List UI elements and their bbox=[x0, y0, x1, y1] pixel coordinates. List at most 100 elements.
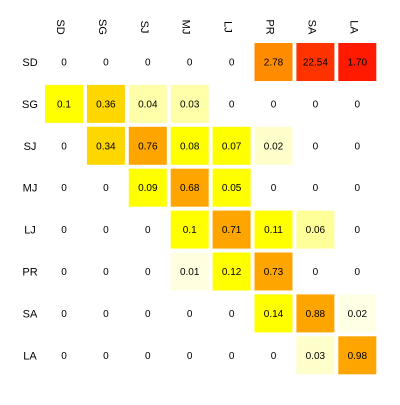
cell-value-SA-SD: 0 bbox=[61, 309, 67, 320]
heatmap-cell-SJ-MJ bbox=[170, 126, 209, 165]
heatmap-cell-SG-MJ bbox=[170, 84, 209, 123]
column-label-PR: PR bbox=[264, 19, 276, 34]
cell-value-SA-PR: 0.14 bbox=[264, 309, 284, 320]
cell-value-SG-SJ: 0.04 bbox=[138, 99, 158, 110]
cell-value-PR-PR: 0.73 bbox=[264, 267, 284, 278]
cell-value-SG-LJ: 0 bbox=[229, 99, 235, 110]
cell-value-PR-SG: 0 bbox=[103, 267, 109, 278]
heatmap-cell-SJ-PR bbox=[254, 126, 293, 165]
cell-value-PR-MJ: 0.01 bbox=[180, 267, 200, 278]
row-label-LJ: LJ bbox=[24, 225, 36, 237]
heatmap-cell-MJ-SJ bbox=[128, 168, 167, 207]
cell-value-SD-SA: 22.54 bbox=[303, 58, 328, 69]
heatmap-cell-LJ-PR bbox=[254, 210, 293, 249]
cells-layer bbox=[45, 43, 377, 375]
cell-value-SD-MJ: 0 bbox=[187, 58, 193, 69]
cell-value-SD-SG: 0 bbox=[103, 58, 109, 69]
cell-value-PR-LJ: 0.12 bbox=[222, 267, 242, 278]
column-label-SD: SD bbox=[54, 19, 66, 34]
cell-value-LA-SJ: 0 bbox=[145, 351, 151, 362]
cell-value-SA-SA: 0.88 bbox=[306, 309, 326, 320]
cell-value-LJ-MJ: 0.1 bbox=[183, 225, 197, 236]
column-labels: SD SG SJ MJ LJ PR SA LA bbox=[54, 19, 359, 35]
cell-value-MJ-SD: 0 bbox=[61, 183, 67, 194]
heatmap-cell-SD-LA bbox=[338, 43, 377, 81]
cell-value-SD-SJ: 0 bbox=[145, 58, 151, 69]
cell-value-LA-PR: 0 bbox=[271, 351, 277, 362]
heatmap-cell-SJ-SJ bbox=[128, 126, 167, 165]
cell-value-SA-MJ: 0 bbox=[187, 309, 193, 320]
cell-value-SJ-SG: 0.34 bbox=[96, 141, 116, 152]
cell-value-LJ-LA: 0 bbox=[355, 225, 361, 236]
column-label-SG: SG bbox=[96, 19, 108, 35]
cell-value-SA-LJ: 0 bbox=[229, 309, 235, 320]
cell-value-SJ-SA: 0 bbox=[313, 141, 319, 152]
cell-value-SG-SG: 0.36 bbox=[96, 99, 116, 110]
cell-value-LA-MJ: 0 bbox=[187, 351, 193, 362]
cell-value-SG-SD: 0.1 bbox=[57, 99, 71, 110]
cell-value-LJ-SG: 0 bbox=[103, 225, 109, 236]
cell-value-LA-SD: 0 bbox=[61, 351, 67, 362]
cell-value-PR-SA: 0 bbox=[313, 267, 319, 278]
cell-value-PR-SD: 0 bbox=[61, 267, 67, 278]
heatmap-cell-PR-MJ bbox=[170, 252, 209, 291]
cell-value-MJ-LJ: 0.05 bbox=[222, 183, 242, 194]
row-labels: SD SG SJ MJ LJ PR SA LA bbox=[22, 57, 38, 362]
cell-value-SG-PR: 0 bbox=[271, 99, 277, 110]
cell-value-LA-LJ: 0 bbox=[229, 351, 235, 362]
heatmap-cell-SJ-LJ bbox=[212, 126, 251, 165]
heatmap-cell-SA-SA bbox=[296, 294, 335, 333]
cell-value-SJ-SJ: 0.76 bbox=[138, 141, 158, 152]
cell-value-SJ-SD: 0 bbox=[61, 141, 67, 152]
cell-value-SJ-MJ: 0.08 bbox=[180, 141, 200, 152]
cell-value-MJ-SG: 0 bbox=[103, 183, 109, 194]
row-label-MJ: MJ bbox=[23, 183, 38, 195]
cell-value-SG-MJ: 0.03 bbox=[180, 99, 200, 110]
column-label-LJ: LJ bbox=[222, 21, 234, 33]
heatmap-cell-SJ-SG bbox=[86, 126, 125, 165]
column-label-LA: LA bbox=[347, 20, 359, 34]
heatmap-cell-LA-SA bbox=[296, 336, 335, 375]
column-label-SA: SA bbox=[305, 20, 317, 35]
heatmap-cell-SG-SJ bbox=[128, 84, 167, 123]
cell-value-SG-LA: 0 bbox=[355, 99, 361, 110]
column-label-MJ: MJ bbox=[180, 20, 192, 35]
cell-value-SA-LA: 0.02 bbox=[348, 309, 368, 320]
cell-value-LJ-SD: 0 bbox=[61, 225, 67, 236]
cell-value-SA-SJ: 0 bbox=[145, 309, 151, 320]
heatmap-cell-MJ-LJ bbox=[212, 168, 251, 207]
row-label-LA: LA bbox=[23, 350, 37, 362]
cell-value-SJ-LJ: 0.07 bbox=[222, 141, 242, 152]
cell-value-MJ-MJ: 0.68 bbox=[180, 183, 200, 194]
heatmap-cell-SG-SG bbox=[86, 84, 125, 123]
values-layer: 0 0 0 0 0 2.78 22.54 1.70 0.1 0.36 0.04 0.03 0 0 0 0 0 0.… bbox=[57, 58, 367, 362]
row-label-SA: SA bbox=[23, 308, 38, 320]
heatmap-cell-SA-LA bbox=[338, 294, 377, 333]
cell-value-LJ-SA: 0.06 bbox=[306, 225, 326, 236]
row-label-PR: PR bbox=[22, 267, 37, 279]
cell-value-SG-SA: 0 bbox=[313, 99, 319, 110]
heatmap-cell-MJ-MJ bbox=[170, 168, 209, 207]
cell-value-MJ-LA: 0 bbox=[355, 183, 361, 194]
cell-value-LJ-LJ: 0.71 bbox=[222, 225, 242, 236]
row-label-SD: SD bbox=[22, 57, 37, 69]
cell-value-LA-LA: 0.98 bbox=[348, 351, 368, 362]
cell-value-LJ-SJ: 0 bbox=[145, 225, 151, 236]
cell-value-SJ-PR: 0.02 bbox=[264, 141, 284, 152]
heatmap-cell-PR-LJ bbox=[212, 252, 251, 291]
cell-value-MJ-SJ: 0.09 bbox=[138, 183, 158, 194]
column-label-SJ: SJ bbox=[138, 21, 150, 34]
cell-value-SA-SG: 0 bbox=[103, 309, 109, 320]
heatmap-cell-SA-PR bbox=[254, 294, 293, 333]
cell-value-SD-PR: 2.78 bbox=[264, 58, 284, 69]
heatmap-cell-PR-PR bbox=[254, 252, 293, 291]
cell-value-SD-LJ: 0 bbox=[229, 58, 235, 69]
cell-value-PR-LA: 0 bbox=[355, 267, 361, 278]
heatmap-cell-LJ-SA bbox=[296, 210, 335, 249]
cell-value-PR-SJ: 0 bbox=[145, 267, 151, 278]
heatmap-cell-LJ-LJ bbox=[212, 210, 251, 249]
heatmap-cell-LA-LA bbox=[338, 336, 377, 375]
heatmap-cell-SD-SA bbox=[296, 43, 335, 81]
